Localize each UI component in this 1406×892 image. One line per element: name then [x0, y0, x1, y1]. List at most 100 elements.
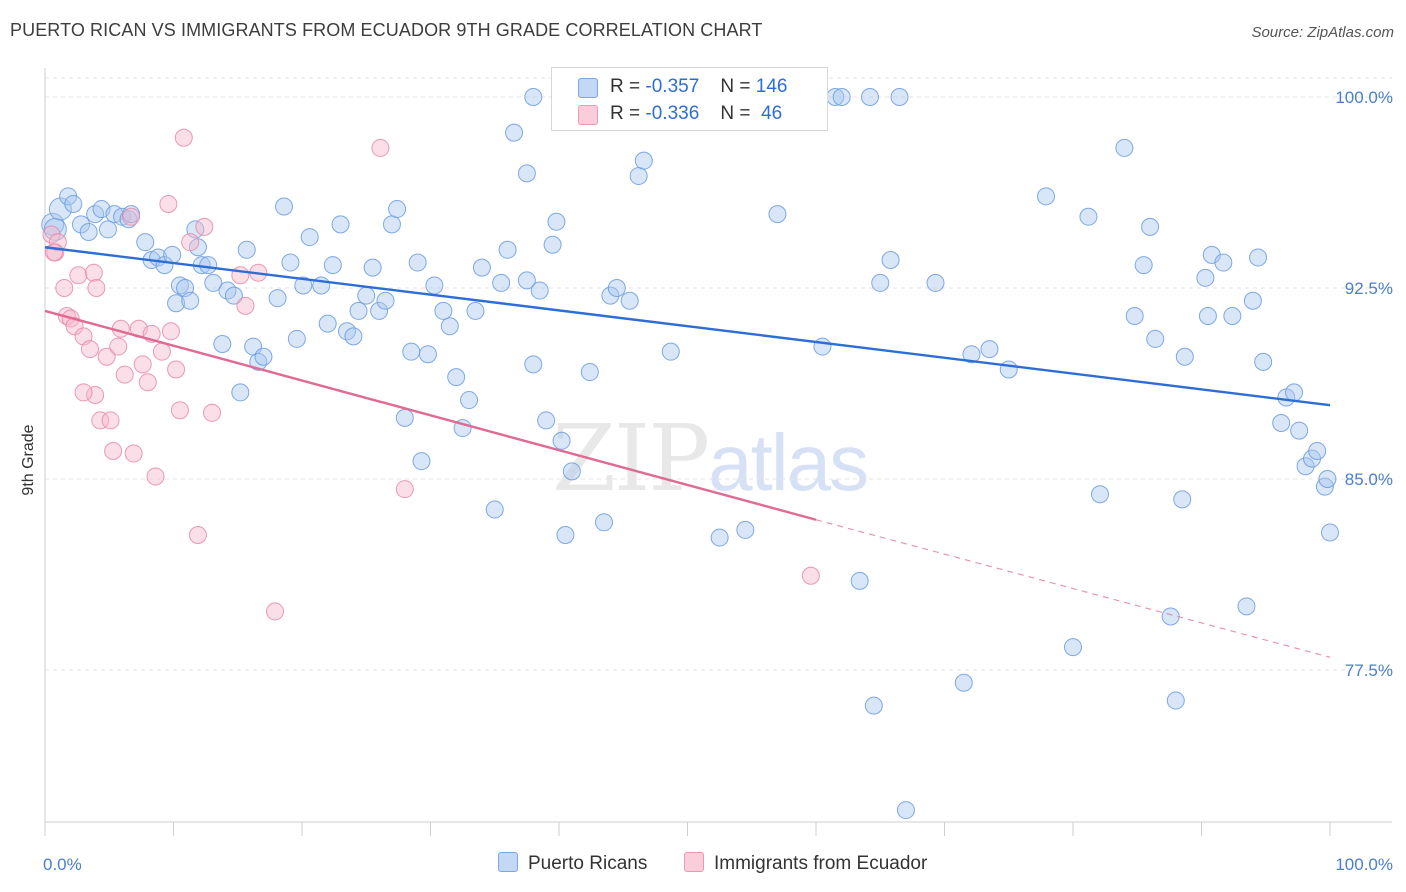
- trend-line-puerto-ricans: [44, 246, 1331, 407]
- data-point: [1090, 485, 1109, 504]
- data-point: [710, 528, 729, 547]
- data-point: [1214, 253, 1233, 272]
- data-point: [1196, 268, 1215, 287]
- data-point: [1134, 256, 1153, 275]
- data-point: [890, 88, 909, 106]
- axes: [44, 68, 1392, 836]
- data-point: [370, 301, 389, 320]
- data-point: [203, 403, 222, 422]
- data-point: [850, 571, 869, 590]
- trend-line-ecuador-extension: [815, 519, 1331, 658]
- legend-item-puerto-ricans: Puerto Ricans: [498, 852, 647, 875]
- data-point: [1290, 421, 1309, 440]
- data-point: [382, 215, 401, 234]
- data-point: [195, 217, 214, 236]
- data-point: [254, 347, 273, 366]
- legend-label: Immigrants from Ecuador: [714, 853, 928, 874]
- data-point: [980, 340, 999, 359]
- data-point: [1308, 441, 1327, 460]
- data-point: [896, 801, 915, 820]
- data-point: [69, 266, 88, 285]
- data-point: [1321, 523, 1339, 542]
- data-point: [163, 245, 182, 264]
- data-point: [962, 345, 981, 364]
- data-point: [601, 286, 620, 305]
- data-point: [440, 317, 459, 336]
- data-point: [881, 250, 900, 269]
- data-point: [323, 256, 342, 275]
- data-point: [580, 363, 599, 382]
- data-point: [122, 207, 141, 226]
- data-points: [41, 88, 1339, 820]
- data-point: [237, 240, 256, 259]
- data-point: [159, 194, 178, 213]
- n-label: N =: [720, 103, 751, 124]
- data-point: [167, 294, 186, 313]
- gridlines: [45, 77, 1392, 671]
- data-point: [547, 212, 566, 231]
- data-point: [98, 220, 117, 239]
- data-point: [146, 467, 165, 486]
- data-point: [318, 314, 337, 333]
- data-point: [768, 205, 787, 224]
- data-point: [447, 368, 466, 387]
- data-point: [1166, 691, 1185, 710]
- data-point: [926, 273, 945, 292]
- data-point: [236, 296, 255, 315]
- watermark: ZIPatlas: [552, 405, 869, 512]
- data-point: [80, 340, 99, 359]
- data-point: [607, 279, 626, 297]
- data-point: [1254, 352, 1273, 371]
- data-point: [331, 215, 350, 234]
- data-point: [1243, 291, 1262, 310]
- data-point: [371, 138, 390, 157]
- data-point: [124, 444, 143, 463]
- data-point: [109, 337, 128, 356]
- data-point: [460, 391, 479, 410]
- watermark-zip: ZIP: [552, 405, 710, 512]
- data-point: [517, 164, 536, 183]
- data-point: [44, 243, 63, 262]
- data-point: [349, 301, 368, 320]
- data-point: [1079, 207, 1098, 226]
- data-point: [552, 431, 571, 450]
- data-point: [161, 322, 180, 341]
- data-point: [104, 441, 123, 460]
- legend-swatch-pink: [684, 852, 704, 872]
- data-point: [1272, 413, 1291, 432]
- data-point: [1161, 607, 1180, 626]
- correlation-legend: R = -0.357 N = 146 R = -0.336 N = 46: [551, 67, 828, 131]
- legend-swatch-pink: [578, 105, 598, 125]
- legend-swatch-blue: [578, 78, 598, 98]
- data-point: [736, 520, 755, 539]
- legend-label: Puerto Ricans: [528, 853, 648, 874]
- data-point: [86, 385, 105, 404]
- data-point: [425, 276, 444, 295]
- data-point: [1115, 138, 1134, 157]
- r-value: -0.336: [645, 103, 700, 124]
- data-point: [492, 273, 511, 292]
- data-point: [434, 301, 453, 320]
- data-point: [999, 360, 1018, 379]
- data-point: [42, 225, 61, 244]
- data-point: [832, 88, 851, 106]
- data-point: [181, 291, 200, 310]
- y-tick-label: 77.5%: [1345, 661, 1393, 680]
- data-point: [1175, 347, 1194, 366]
- n-label: N =: [720, 76, 751, 97]
- data-point: [537, 411, 556, 430]
- data-point: [167, 360, 186, 379]
- data-point: [1237, 597, 1256, 616]
- data-point: [213, 335, 232, 354]
- data-point: [84, 263, 103, 282]
- data-point: [363, 258, 382, 277]
- data-point: [871, 273, 890, 292]
- data-point: [170, 401, 189, 420]
- data-point: [594, 513, 613, 532]
- data-point: [472, 258, 491, 277]
- y-tick-label: 92.5%: [1345, 279, 1393, 298]
- data-point: [954, 673, 973, 692]
- y-tick-label: 85.0%: [1345, 470, 1393, 489]
- chart-title: PUERTO RICAN VS IMMIGRANTS FROM ECUADOR …: [10, 20, 763, 40]
- data-point: [79, 222, 98, 241]
